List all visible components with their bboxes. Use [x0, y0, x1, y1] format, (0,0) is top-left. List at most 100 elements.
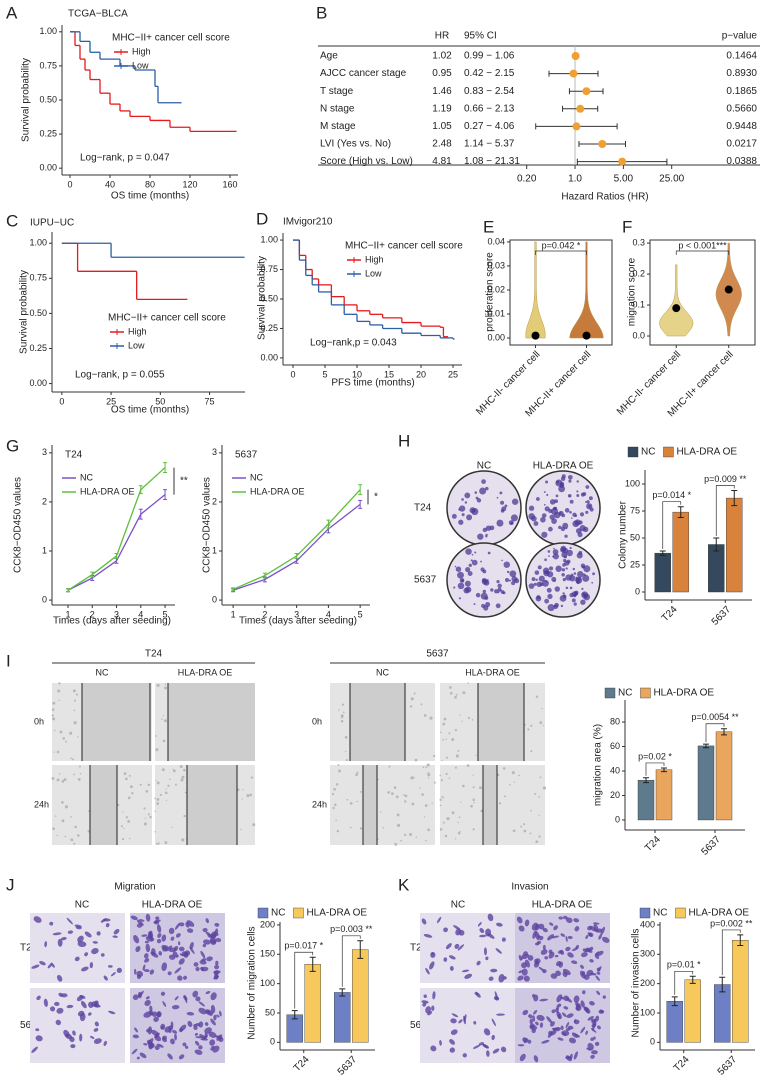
legend-title: MHC−II+ cancer cell score [112, 33, 230, 44]
colony [503, 561, 511, 568]
colony [474, 551, 477, 554]
cell [582, 948, 588, 953]
cell-texture [61, 801, 64, 804]
p-value: 0.1865 [726, 86, 757, 97]
error-bar [138, 485, 143, 495]
colony [545, 480, 549, 484]
colony [494, 589, 499, 594]
colony [592, 572, 596, 576]
cell-texture [479, 786, 482, 790]
cell-texture [58, 682, 61, 685]
cell [94, 1021, 99, 1027]
cell-texture [156, 781, 160, 785]
cell-texture [393, 786, 397, 789]
error-bar [677, 506, 684, 519]
significance-bracket [715, 485, 735, 537]
p-value: 0.0217 [726, 139, 757, 150]
x-tick-label: 0 [67, 179, 72, 189]
cell-texture [252, 823, 256, 827]
error-bar [358, 484, 363, 496]
cell [210, 992, 217, 1001]
cell [476, 960, 481, 966]
colony [475, 496, 479, 500]
chart-title: IUPU−UC [30, 218, 74, 229]
cell [206, 1010, 211, 1014]
cell-texture [454, 766, 457, 769]
cell [213, 973, 219, 980]
cell-texture [377, 778, 379, 781]
cell-texture [57, 689, 61, 693]
cell-texture [426, 763, 430, 767]
colony [468, 563, 472, 567]
cell-texture [76, 834, 80, 837]
cell-texture [149, 815, 152, 819]
cell-texture [333, 803, 337, 807]
y-axis-label: proliferation score [485, 252, 496, 332]
colony [547, 604, 555, 612]
y-tick-label: 100 [260, 978, 275, 988]
cell-texture [161, 768, 165, 772]
y-tick-label: 200 [640, 978, 655, 988]
cell [427, 1011, 433, 1016]
cell [563, 1006, 569, 1010]
colony [477, 533, 484, 540]
cell [202, 928, 208, 933]
y-axis-label: migration score [627, 257, 638, 326]
cell-texture [441, 759, 443, 762]
colony [461, 498, 464, 501]
cell [171, 1004, 180, 1010]
cell [112, 935, 118, 938]
bar [697, 745, 715, 821]
colony [540, 516, 546, 523]
x-tick-label: 2 [262, 609, 267, 619]
cell [199, 1034, 207, 1040]
cell-texture [117, 803, 120, 807]
cell [39, 960, 46, 966]
cell [147, 1038, 154, 1045]
bar [666, 1001, 683, 1043]
cell [136, 1056, 140, 1060]
cell [580, 952, 588, 958]
legend-swatch [639, 907, 651, 919]
cell-texture [125, 816, 128, 819]
colony [480, 560, 482, 563]
cell [210, 939, 217, 945]
cell [531, 922, 539, 931]
cell [463, 1014, 467, 1022]
cell-texture [240, 828, 242, 831]
cell-texture [442, 722, 446, 726]
cell [161, 944, 167, 950]
cell [198, 1021, 204, 1028]
colony [573, 572, 577, 575]
cell [574, 926, 580, 932]
cell [445, 943, 452, 950]
cell-texture [56, 778, 60, 782]
y-tick-label: 25 [630, 559, 640, 569]
cell [567, 935, 573, 939]
colony [487, 551, 491, 555]
colony [506, 570, 510, 574]
cell [43, 998, 48, 1007]
x-tick-label: 0 [290, 369, 295, 379]
x-tick-label: 160 [222, 179, 237, 189]
bar [708, 544, 725, 593]
image-row-label: 0h [312, 716, 322, 726]
y-tick-label: 1 [42, 545, 47, 555]
x-tick-label: 25.00 [659, 174, 684, 185]
colony [544, 558, 547, 562]
cell-texture [73, 721, 77, 725]
cell [175, 933, 181, 938]
cell [535, 931, 540, 941]
colony [571, 598, 576, 603]
x-axis-label: Hazard Ratios (HR) [561, 192, 648, 203]
cell [173, 945, 179, 952]
legend-label: High [132, 46, 151, 56]
colony [464, 501, 468, 504]
cell [523, 975, 530, 982]
error-bar [703, 743, 709, 749]
cell [542, 944, 546, 950]
colony [572, 520, 580, 528]
series-line [232, 503, 361, 591]
colony [573, 602, 577, 606]
cell [557, 1037, 564, 1041]
